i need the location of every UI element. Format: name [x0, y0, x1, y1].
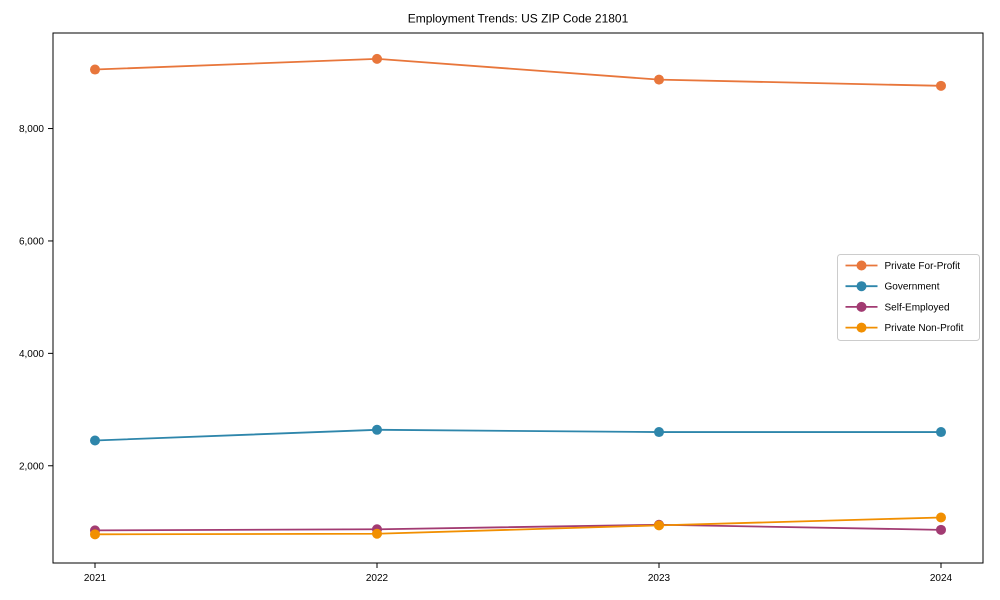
y-axis-tick-label: 6,000: [19, 236, 44, 247]
data-point-private-for-profit: [936, 80, 946, 91]
data-point-government: [936, 427, 946, 438]
legend-label-private-for-profit: Private For-Profit: [885, 261, 961, 272]
x-axis-tick-label: 2021: [84, 573, 107, 584]
y-axis-tick-label: 4,000: [19, 349, 44, 360]
legend-label-government: Government: [885, 282, 940, 293]
series-line-private-non-profit: [94, 516, 942, 536]
x-axis-tick-label: 2024: [930, 573, 953, 584]
legend-marker-government: [856, 281, 867, 292]
plot-area: 2,000 4,000 6,000 8,000 2021 2022 2023 2024: [19, 32, 984, 584]
data-point-private-non-profit: [372, 528, 382, 539]
x-axis-tick-label: 2022: [366, 573, 389, 584]
data-point-government: [90, 435, 100, 446]
legend-marker-private-for-profit: [856, 260, 867, 271]
series-line-self-employed: [94, 523, 942, 532]
data-point-self-employed: [936, 524, 946, 535]
y-axis-tick-label: 8,000: [19, 124, 44, 135]
series-line-private-for-profit: [94, 57, 942, 87]
data-point-private-for-profit: [372, 53, 382, 64]
x-axis-tick-label: 2023: [648, 573, 671, 584]
y-axis-tick-label: 2,000: [19, 461, 44, 472]
data-point-government: [654, 427, 664, 438]
legend-marker-self-employed: [856, 301, 867, 312]
legend-label-self-employed: Self-Employed: [885, 302, 950, 313]
data-point-private-for-profit: [654, 74, 664, 85]
legend: Private For-Profit Government Self-Employe…: [837, 254, 980, 341]
series-line-government: [94, 428, 941, 442]
data-point-private-non-profit: [654, 520, 664, 531]
data-point-private-non-profit: [90, 529, 100, 540]
legend-box: [837, 254, 980, 341]
plot-border: [52, 32, 984, 564]
data-point-government: [372, 424, 382, 435]
data-point-private-for-profit: [90, 64, 100, 75]
chart-title: Employment Trends: US ZIP Code 21801: [408, 12, 629, 26]
data-point-private-non-profit: [936, 512, 946, 523]
legend-marker-private-non-profit: [856, 322, 867, 333]
legend-label-private-non-profit: Private Non-Profit: [885, 323, 964, 334]
